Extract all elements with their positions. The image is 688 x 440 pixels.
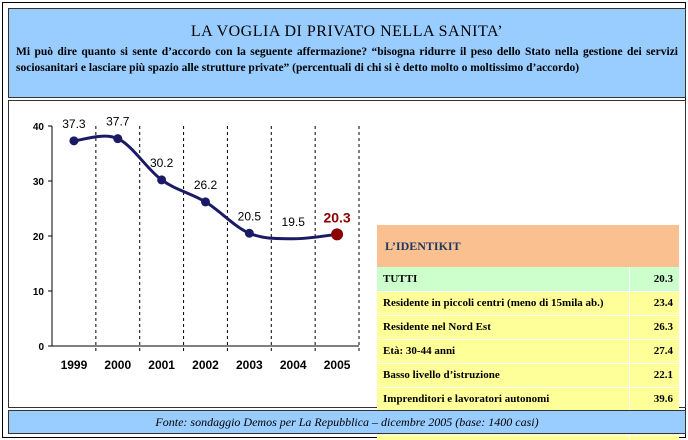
identikit-row: Residente nel Nord Est 26.3 <box>377 315 679 340</box>
identikit-row-value: 20.3 <box>628 267 679 292</box>
x-tick-label: 2005 <box>324 358 351 372</box>
identikit-row-value: 23.4 <box>628 291 679 316</box>
y-tick-label: 10 <box>33 287 45 298</box>
identikit-title: L’IDENTIKIT <box>377 225 679 267</box>
x-tick-label: 2004 <box>280 358 307 372</box>
data-point <box>113 134 123 144</box>
identikit-row: Intenzioni di voto: CentroDestra27.2 <box>377 435 679 440</box>
data-label: 37.3 <box>62 117 86 131</box>
identikit-row-value: 26.3 <box>628 315 679 340</box>
identikit-table: L’IDENTIKIT TUTTI 20.3 Residente in piccol… <box>377 225 679 440</box>
identikit-row-label: Basso livello d’istruzione <box>377 363 629 388</box>
identikit-row-label: Intenzioni di voto: CentroDestra <box>377 435 629 440</box>
line-chart: 0 10 20 30 40 37.3 1999 37.7 2000 30.2 2001 26.2 200… <box>33 115 360 372</box>
x-tick-label: 2002 <box>192 358 219 372</box>
identikit-row: TUTTI 20.3 <box>377 267 679 292</box>
identikit-row-label: TUTTI <box>377 267 629 292</box>
data-label: 30.2 <box>150 156 174 170</box>
x-tick-label: 2000 <box>104 358 131 372</box>
header-box: LA VOGLIA DI PRIVATO NELLA SANITA’ Mi pu… <box>8 8 686 98</box>
identikit-row-label: Età: 30-44 anni <box>377 339 629 364</box>
data-point <box>69 136 79 146</box>
source-footer: Fonte: sondaggio Demos per La Repubblica… <box>8 410 686 434</box>
identikit-row: Imprenditori e lavoratori autonomi 39.6 <box>377 387 679 412</box>
y-tick-label: 40 <box>33 122 45 133</box>
data-label: 19.5 <box>282 215 306 229</box>
chart-title: LA VOGLIA DI PRIVATO NELLA SANITA’ <box>190 23 504 40</box>
identikit-row-value: 39.6 <box>628 387 679 412</box>
content-panel: 0 10 20 30 40 37.3 1999 37.7 2000 30.2 2001 26.2 200… <box>8 100 686 440</box>
identikit-row: Residente in piccoli centri (meno di 15m… <box>377 291 679 316</box>
data-label: 26.2 <box>194 178 218 192</box>
data-label: 20.3 <box>323 209 350 225</box>
identikit-row-value: 27.4 <box>628 339 679 364</box>
data-label: 20.5 <box>238 209 262 223</box>
data-point <box>157 175 167 185</box>
identikit-row-value: 27.2 <box>628 435 679 440</box>
y-tick-label: 20 <box>33 232 45 243</box>
data-point <box>244 228 254 238</box>
y-tick-label: 30 <box>33 177 45 188</box>
identikit-row: Età: 30-44 anni 27.4 <box>377 339 679 364</box>
identikit-header-row: L’IDENTIKIT <box>377 225 679 267</box>
x-tick-label: 2003 <box>236 358 263 372</box>
identikit-row-label: Residente nel Nord Est <box>377 315 629 340</box>
survey-question: Mi può dire quanto si sente d’accordo co… <box>16 46 678 74</box>
data-label: 37.7 <box>106 115 130 129</box>
highlight-point <box>331 228 344 241</box>
y-tick-label: 0 <box>38 342 44 353</box>
identikit-row-label: Residente in piccoli centri (meno di 15m… <box>377 291 629 316</box>
x-tick-label: 1999 <box>61 358 88 372</box>
identikit-row-label: Imprenditori e lavoratori autonomi <box>377 387 629 412</box>
data-point <box>201 197 210 207</box>
identikit-row: Basso livello d’istruzione 22.1 <box>377 363 679 388</box>
identikit-row-value: 22.1 <box>628 363 679 388</box>
x-tick-label: 2001 <box>148 358 175 372</box>
